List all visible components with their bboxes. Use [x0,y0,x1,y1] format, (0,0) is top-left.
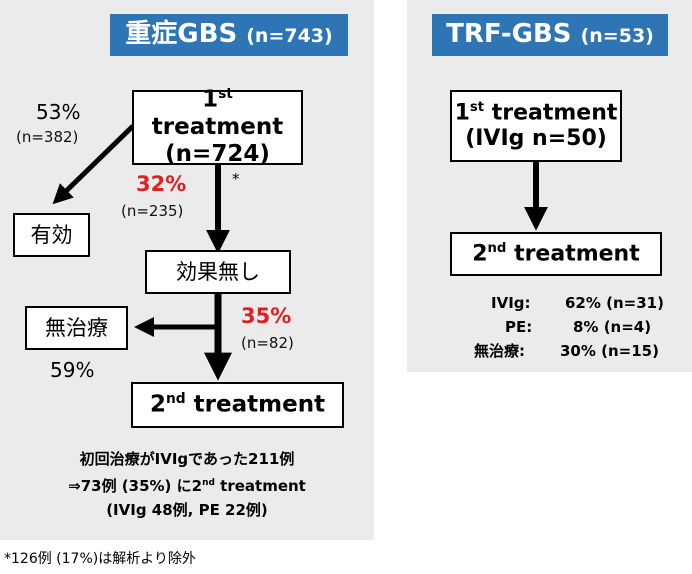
right-second-num: 2 [472,241,488,267]
right-header: TRF-GBS (n=53) [432,14,668,56]
no-treatment-pct: 59% [50,358,95,382]
right-first-sup: st [469,99,485,115]
note-line-2-a: ⇒73例 (35%) に2 [68,477,203,495]
footnote: *126例 (17%)は解析より除外 [4,551,196,567]
right-first-treatment-box: 1st treatment (IVIg n=50) [450,90,622,162]
result-pe-label: PE: [505,318,533,336]
left-header: 重症GBS (n=743) [110,14,348,56]
right-second-title: treatment [514,241,640,267]
effective-box: 有効 [13,213,90,257]
right-header-title: TRF-GBS [446,19,572,49]
effective-pct: 53% [36,100,81,124]
result-ivig-value: 62% (n=31) [565,294,664,312]
left-header-title: 重症GBS [125,19,238,49]
note-line-3: (IVIg 48例, PE 22例) [106,501,268,519]
to-second-pct: 35% [241,304,292,328]
result-no-treatment-label: 無治療: [474,342,525,360]
result-pe-value: 8% (n=4) [573,318,652,336]
note-line-2: ⇒73例 (35%) に2nd treatment [0,471,374,498]
no-effect-asterisk: * [232,170,240,188]
no-effect-pct: 32% [136,172,187,196]
first-treatment-count: (n=724) [165,141,270,168]
second-treatment-box: 2nd treatment [131,382,344,428]
right-first-title: treatment [491,100,618,126]
left-header-count: (n=743) [246,25,333,47]
second-treatment-num: 2 [149,391,166,418]
result-no-treatment-value: 30% (n=15) [560,342,659,360]
right-second-treatment-box: 2nd treatment [450,232,662,276]
effective-label: 有効 [30,222,73,247]
right-first-num: 1 [454,100,470,126]
no-effect-n: (n=235) [121,202,184,220]
first-treatment-title: treatment [151,114,284,141]
no-effect-label: 効果無し [176,259,260,284]
left-note: 初回治療がIVIgであった211例 ⇒73例 (35%) に2nd treatm… [0,447,374,522]
right-first-count: (IVIg n=50) [465,126,607,152]
no-treatment-label: 無治療 [45,315,108,340]
second-treatment-sup: nd [165,391,186,408]
first-treatment-sup: st [218,86,233,103]
result-ivig-label: IVIg: [491,294,531,312]
first-treatment-num: 1 [202,87,219,114]
to-second-n: (n=82) [241,334,294,352]
right-header-count: (n=53) [580,25,654,47]
right-panel [407,0,692,372]
note-line-2-sup: nd [202,478,215,488]
first-treatment-box: 1st treatment (n=724) [132,86,303,168]
note-line-1: 初回治療がIVIgであった211例 [79,450,295,468]
second-treatment-title: treatment [193,391,326,418]
no-effect-box: 効果無し [145,250,291,294]
note-line-2-b: treatment [214,477,306,495]
no-treatment-box: 無治療 [25,306,128,350]
right-second-sup: nd [487,240,507,256]
effective-n: (n=382) [16,128,79,146]
arrow-to-effective [52,124,135,205]
